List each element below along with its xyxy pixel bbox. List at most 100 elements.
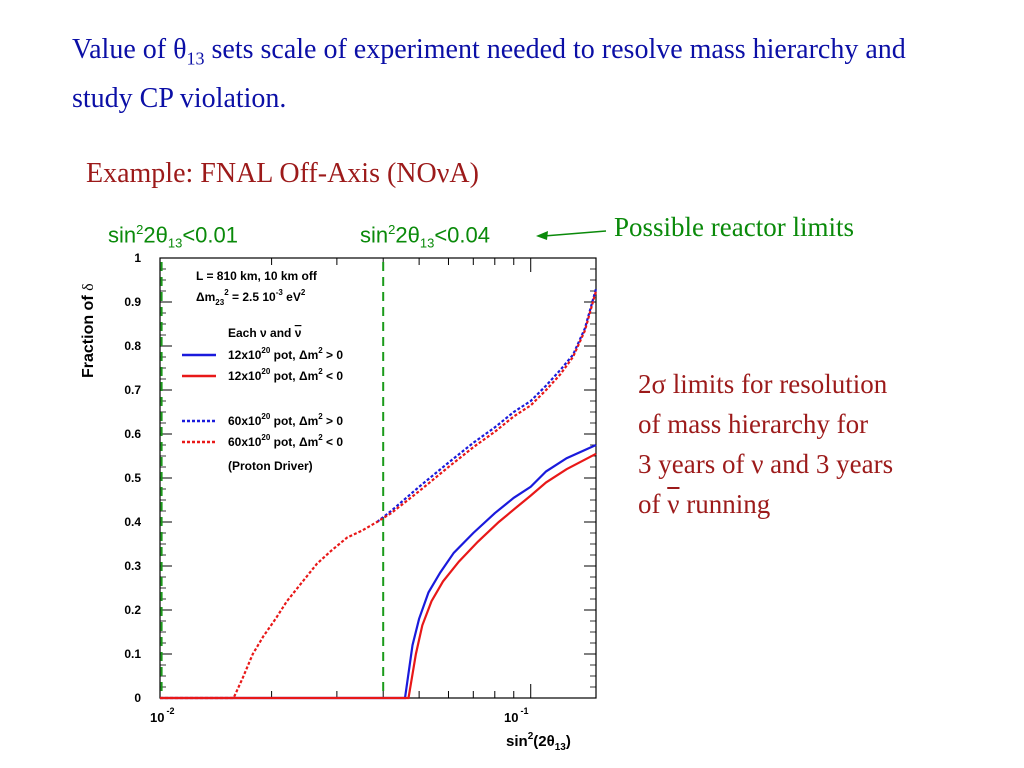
- note-line1: 2σ limits for resolution: [638, 369, 888, 399]
- limit-right-sup: 2: [388, 222, 396, 237]
- heading-sub: 13: [186, 48, 205, 69]
- info-proton: (Proton Driver): [228, 459, 313, 473]
- example-title: Example: FNAL Off-Axis (NOνA): [86, 158, 479, 189]
- limit-left-pre: sin: [108, 222, 137, 248]
- reactor-label: Possible reactor limits: [614, 212, 854, 242]
- ylabel-pre: Fraction of: [80, 291, 97, 378]
- legend-label: 60x1020 pot, Δm2 < 0: [228, 433, 343, 449]
- series-curves: [160, 288, 598, 700]
- y-tick-label: 1: [134, 251, 141, 265]
- limit-left-post: <0.01: [182, 222, 238, 248]
- y-tick-label: 0.2: [124, 603, 141, 617]
- limit-right-mid: 2θ: [395, 222, 420, 248]
- legend-label: 60x1020 pot, Δm2 > 0: [228, 412, 343, 428]
- xlabel-sub: 13: [555, 742, 567, 753]
- legend-pre: 12x10: [228, 369, 262, 383]
- heading-part1: Value of θ: [72, 34, 187, 65]
- reactor-arrow-head: [536, 231, 548, 240]
- note-line4-nubar: ν: [667, 489, 680, 519]
- legend-mid: pot, Δm: [270, 435, 318, 449]
- resolution-note: 2σ limits for resolution of mass hierarc…: [638, 364, 1018, 524]
- legend-pre: 12x10: [228, 348, 262, 362]
- y-axis-label: Fraction of δ: [80, 283, 97, 378]
- legend-mid: pot, Δm: [270, 414, 318, 428]
- legend-label: 12x1020 pot, Δm2 > 0: [228, 346, 343, 362]
- legend-post: < 0: [323, 435, 344, 449]
- info-dm-sup: 2: [224, 288, 229, 297]
- limit-right-pre: sin: [360, 222, 389, 248]
- legend-mid: pot, Δm: [270, 369, 318, 383]
- y-tick-label: 0.9: [124, 295, 141, 309]
- limit-label-right: sin22θ13<0.04: [360, 222, 490, 251]
- reactor-arrow-line: [543, 230, 607, 237]
- legend-sup2: 2: [318, 433, 323, 442]
- page-heading: Value of θ13 sets scale of experiment ne…: [72, 30, 972, 119]
- y-tick-label: 0.8: [124, 339, 141, 353]
- series-line: [160, 290, 598, 700]
- limit-right-post: <0.04: [434, 222, 490, 248]
- x-tick-base: 10: [504, 710, 518, 725]
- ylabel-sym: δ: [80, 283, 97, 291]
- limit-lines: [160, 262, 385, 698]
- xlabel-mid: (2θ: [533, 733, 554, 750]
- legend-sup: 20: [261, 433, 270, 442]
- info-dm-sub: 23: [215, 298, 224, 307]
- info-each-nubar: ν: [295, 326, 302, 340]
- x-axis-label: sin2(2θ13): [506, 731, 571, 753]
- y-tick-label: 0.6: [124, 427, 141, 441]
- xlabel-pre: sin: [506, 733, 528, 750]
- info-line2: Δm232 = 2.5 10-3 eV2: [196, 288, 306, 307]
- info-dm-post: = 2.5 10: [229, 290, 276, 304]
- x-tick-label-1e-1: 10 -1: [504, 706, 528, 725]
- limit-label-left: sin22θ13<0.01: [108, 222, 238, 251]
- legend-pre: 60x10: [228, 435, 262, 449]
- series-line: [376, 288, 598, 523]
- info-dm-tail: eV: [283, 290, 301, 304]
- info-each: Each ν and ν: [228, 326, 302, 340]
- x-tick-base: 10: [150, 710, 164, 725]
- y-tick-label: 0.1: [124, 647, 141, 661]
- legend-label: 12x1020 pot, Δm2 < 0: [228, 367, 343, 383]
- y-tick-label: 0.7: [124, 383, 141, 397]
- axis-ticks: [159, 257, 596, 699]
- legend-post: > 0: [323, 348, 344, 362]
- series-line: [160, 452, 597, 700]
- legend-sup2: 2: [318, 346, 323, 355]
- limit-left-sub: 13: [167, 235, 183, 251]
- limit-left-mid: 2θ: [143, 222, 168, 248]
- legend-post: > 0: [323, 414, 344, 428]
- heading-part2: sets scale of experiment needed to resol…: [72, 34, 906, 114]
- y-tick-label: 0.5: [124, 471, 141, 485]
- legend-sup2: 2: [318, 367, 323, 376]
- legend-sup2: 2: [318, 412, 323, 421]
- note-line4-post: running: [679, 489, 771, 519]
- y-tick-labels: 0 0.1 0.2 0.3 0.4 0.5 0.6 0.7 0.8 0.9 1: [124, 251, 141, 705]
- info-box: L = 810 km, 10 km off Δm232 = 2.5 10-3 e…: [182, 269, 343, 473]
- info-each-pre: Each ν and: [228, 326, 295, 340]
- y-tick-label: 0.4: [124, 515, 141, 529]
- xlabel-post: ): [566, 733, 571, 750]
- legend-pre: 60x10: [228, 414, 262, 428]
- note-line2: of mass hierarchy for: [638, 409, 869, 439]
- xlabel-sup: 2: [528, 731, 534, 742]
- legend-mid: pot, Δm: [270, 348, 318, 362]
- x-tick-exp: -1: [520, 706, 528, 716]
- note-line4: of ν running: [638, 484, 1018, 524]
- limit-left-sup: 2: [136, 222, 144, 237]
- note-line3: 3 years of ν and 3 years: [638, 449, 894, 479]
- note-line4-pre: of: [638, 489, 668, 519]
- info-dm-tail-sup: 2: [301, 288, 306, 297]
- legend-sup: 20: [261, 367, 270, 376]
- legend-sup: 20: [261, 412, 270, 421]
- series-line: [160, 443, 597, 700]
- info-line1: L = 810 km, 10 km off: [196, 269, 318, 283]
- info-dm-pre: Δm: [196, 290, 215, 304]
- y-tick-label: 0: [134, 691, 141, 705]
- plot-frame: [159, 257, 597, 699]
- y-tick-label: 0.3: [124, 559, 141, 573]
- x-tick-label-1e-2: 10 -2: [150, 706, 174, 725]
- x-tick-exp: -2: [166, 706, 174, 716]
- legend-sup: 20: [261, 346, 270, 355]
- legend-post: < 0: [323, 369, 344, 383]
